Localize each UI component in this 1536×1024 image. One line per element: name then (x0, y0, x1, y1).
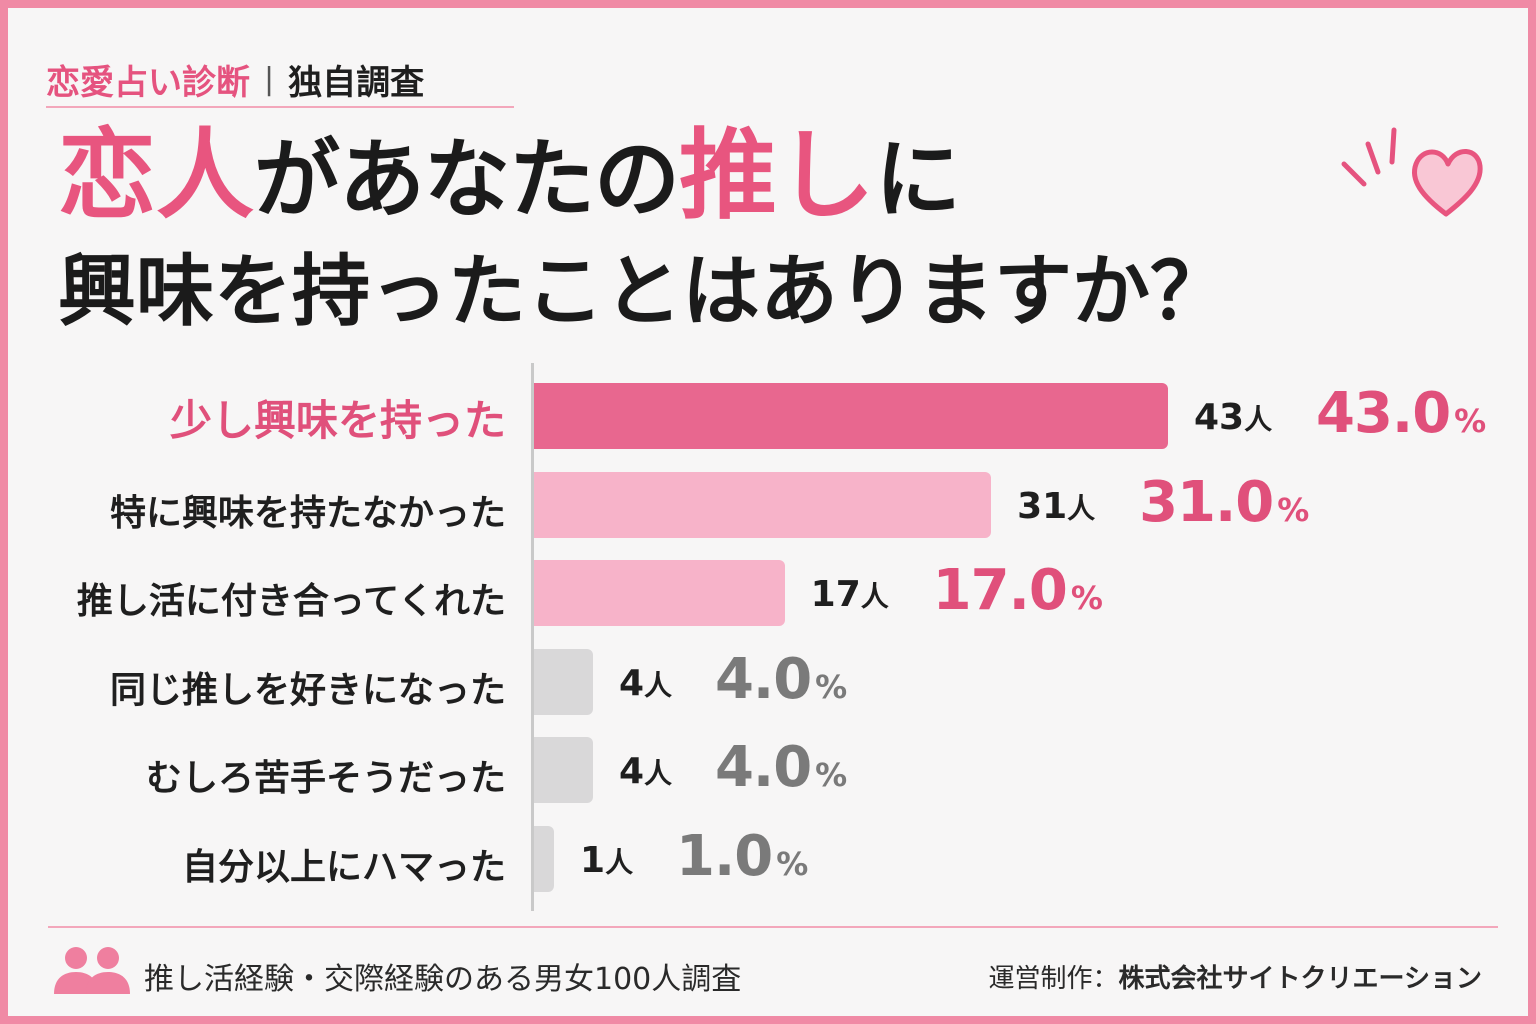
tag-category: 恋愛占い診断 (46, 62, 250, 103)
percent-label: 4.0% (715, 647, 847, 712)
count-label: 17人 (811, 574, 889, 615)
tag-type: 独自調査 (288, 62, 425, 103)
count-unit: 人 (605, 845, 634, 879)
bar-chart: 少し興味を持った 43人 43.0% 特に興味を持たなかった 31人 31.0% 推し活に付… (48, 363, 1518, 918)
headline-text-a: があなたの (254, 130, 680, 230)
headline-text-c: 興味を持ったことはありますか？ (58, 247, 1229, 337)
footer-divider (48, 926, 1498, 928)
percent-value: 4.0 (714, 735, 812, 800)
tagline: 恋愛占い診断 | 独自調査 (46, 52, 514, 108)
bar (534, 825, 554, 892)
category-label: 少し興味を持った (169, 396, 506, 445)
bar (534, 648, 593, 715)
bar (534, 383, 1168, 449)
count-value: 4 (618, 662, 645, 704)
chart-axis-line (531, 363, 534, 911)
percent-unit: % (1070, 579, 1103, 617)
count-label: 43人 (1194, 397, 1272, 438)
category-label: 自分以上にハマった (181, 846, 506, 888)
category-label: 同じ推しを好きになった (109, 669, 506, 711)
bar (534, 471, 992, 538)
count-value: 4 (618, 751, 645, 792)
count-unit: 人 (644, 668, 673, 702)
percent-unit: % (815, 756, 848, 794)
headline-line-2: 興味を持ったことはありますか？ (58, 236, 1318, 348)
credit: 運営制作：株式会社サイトクリエーション (989, 958, 1483, 995)
headline-line-1: 恋人 があなたの 推し に (58, 120, 1318, 236)
people-icon (54, 947, 130, 994)
bar (534, 737, 593, 803)
percent-unit: % (776, 844, 809, 883)
headline-word-lover: 恋人 (58, 119, 255, 233)
page-title: 恋人 があなたの 推し に 興味を持ったことはありますか？ (58, 120, 1318, 348)
count-unit: 人 (644, 757, 673, 790)
percent-value: 43.0 (1316, 381, 1451, 446)
percent-value: 4.0 (714, 646, 812, 712)
count-unit: 人 (1244, 403, 1273, 436)
heart-icon (1341, 127, 1483, 217)
count-label: 4人 (619, 751, 672, 792)
percent-value: 17.0 (932, 558, 1068, 623)
percent-value: 1.0 (676, 823, 773, 889)
tag-separator: | (264, 61, 275, 97)
credit-label: 運営制作： (988, 964, 1119, 994)
percent-unit: % (1277, 490, 1310, 529)
count-value: 43 (1194, 397, 1245, 438)
survey-note: 推し活経験・交際経験のある男女100人調査 (144, 962, 742, 997)
count-value: 31 (1017, 485, 1068, 527)
percent-unit: % (815, 667, 848, 706)
infographic-card: 恋愛占い診断 | 独自調査 恋人 があなたの 推し に 興味を持ったことはありま… (8, 8, 1528, 1016)
percent-label: 1.0% (676, 824, 808, 889)
count-label: 4人 (619, 663, 672, 704)
category-label: 特に興味を持たなかった (109, 492, 506, 534)
bar (534, 560, 785, 626)
headline-word-oshi: 推し (679, 119, 876, 233)
count-value: 17 (810, 574, 861, 615)
category-label: 推し活に付き合ってくれた (76, 581, 506, 622)
count-unit: 人 (1067, 491, 1096, 525)
percent-unit: % (1454, 402, 1487, 440)
percent-value: 31.0 (1139, 469, 1274, 535)
percent-label: 17.0% (933, 558, 1103, 623)
count-value: 1 (580, 839, 606, 881)
count-label: 31人 (1017, 486, 1095, 527)
percent-label: 43.0% (1316, 381, 1486, 446)
percent-label: 31.0% (1139, 470, 1309, 535)
count-label: 1人 (580, 840, 633, 881)
category-label: むしろ苦手そうだった (145, 758, 506, 799)
credit-org: 株式会社サイトクリエーション (1118, 964, 1482, 994)
count-unit: 人 (860, 580, 889, 613)
percent-label: 4.0% (715, 735, 847, 800)
headline-text-b: に (875, 130, 961, 230)
